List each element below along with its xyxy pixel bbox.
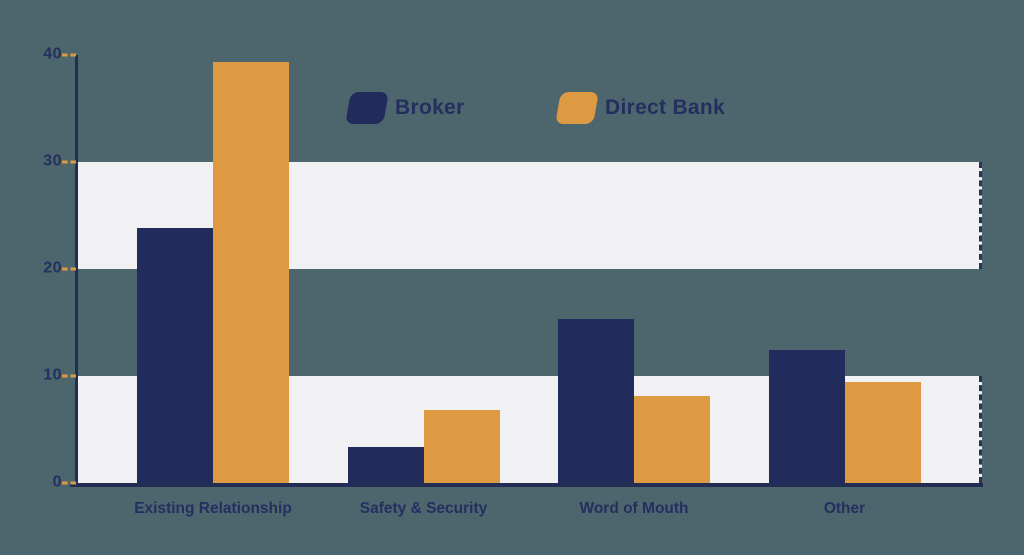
broker-bar-existing-relationship bbox=[137, 228, 213, 483]
y-tick-mark bbox=[62, 53, 76, 57]
broker-legend-swatch-icon bbox=[345, 92, 389, 124]
y-tick-label: 30 bbox=[43, 152, 62, 170]
direct-bank-bar-other bbox=[844, 382, 921, 483]
direct-bank-bar-existing-relationship bbox=[213, 62, 289, 483]
x-axis-label-other: Other bbox=[823, 500, 866, 517]
x-axis-line bbox=[70, 483, 983, 487]
broker-bar-other bbox=[768, 350, 845, 483]
x-axis-label-safety-security: Safety & Security bbox=[359, 500, 488, 517]
y-tick-mark bbox=[62, 374, 76, 378]
legend-item-broker: Broker bbox=[345, 92, 465, 124]
broker-bar-word-of-mouth bbox=[558, 319, 634, 483]
y-tick-mark bbox=[62, 267, 76, 271]
legend-label-broker: Broker bbox=[395, 96, 465, 119]
y-tick-label: 20 bbox=[43, 259, 62, 277]
legend-item-direct-bank: Direct Bank bbox=[555, 92, 726, 124]
x-axis-label-existing-relationship: Existing Relationship bbox=[134, 500, 292, 517]
direct-bank-bar-word-of-mouth bbox=[634, 396, 710, 483]
y-tick-mark bbox=[62, 160, 76, 164]
y-axis-line bbox=[75, 55, 78, 487]
broker-bar-safety-security bbox=[347, 446, 424, 483]
y-tick-label: 10 bbox=[43, 366, 62, 384]
y-tick-label: 40 bbox=[43, 45, 62, 63]
y-tick-label: 0 bbox=[52, 473, 62, 491]
legend-label-direct-bank: Direct Bank bbox=[605, 96, 726, 119]
y-tick-mark bbox=[62, 481, 76, 485]
x-axis-label-word-of-mouth: Word of Mouth bbox=[579, 500, 689, 517]
direct-bank-legend-swatch-icon bbox=[555, 92, 599, 124]
direct-bank-bar-safety-security bbox=[423, 410, 500, 483]
